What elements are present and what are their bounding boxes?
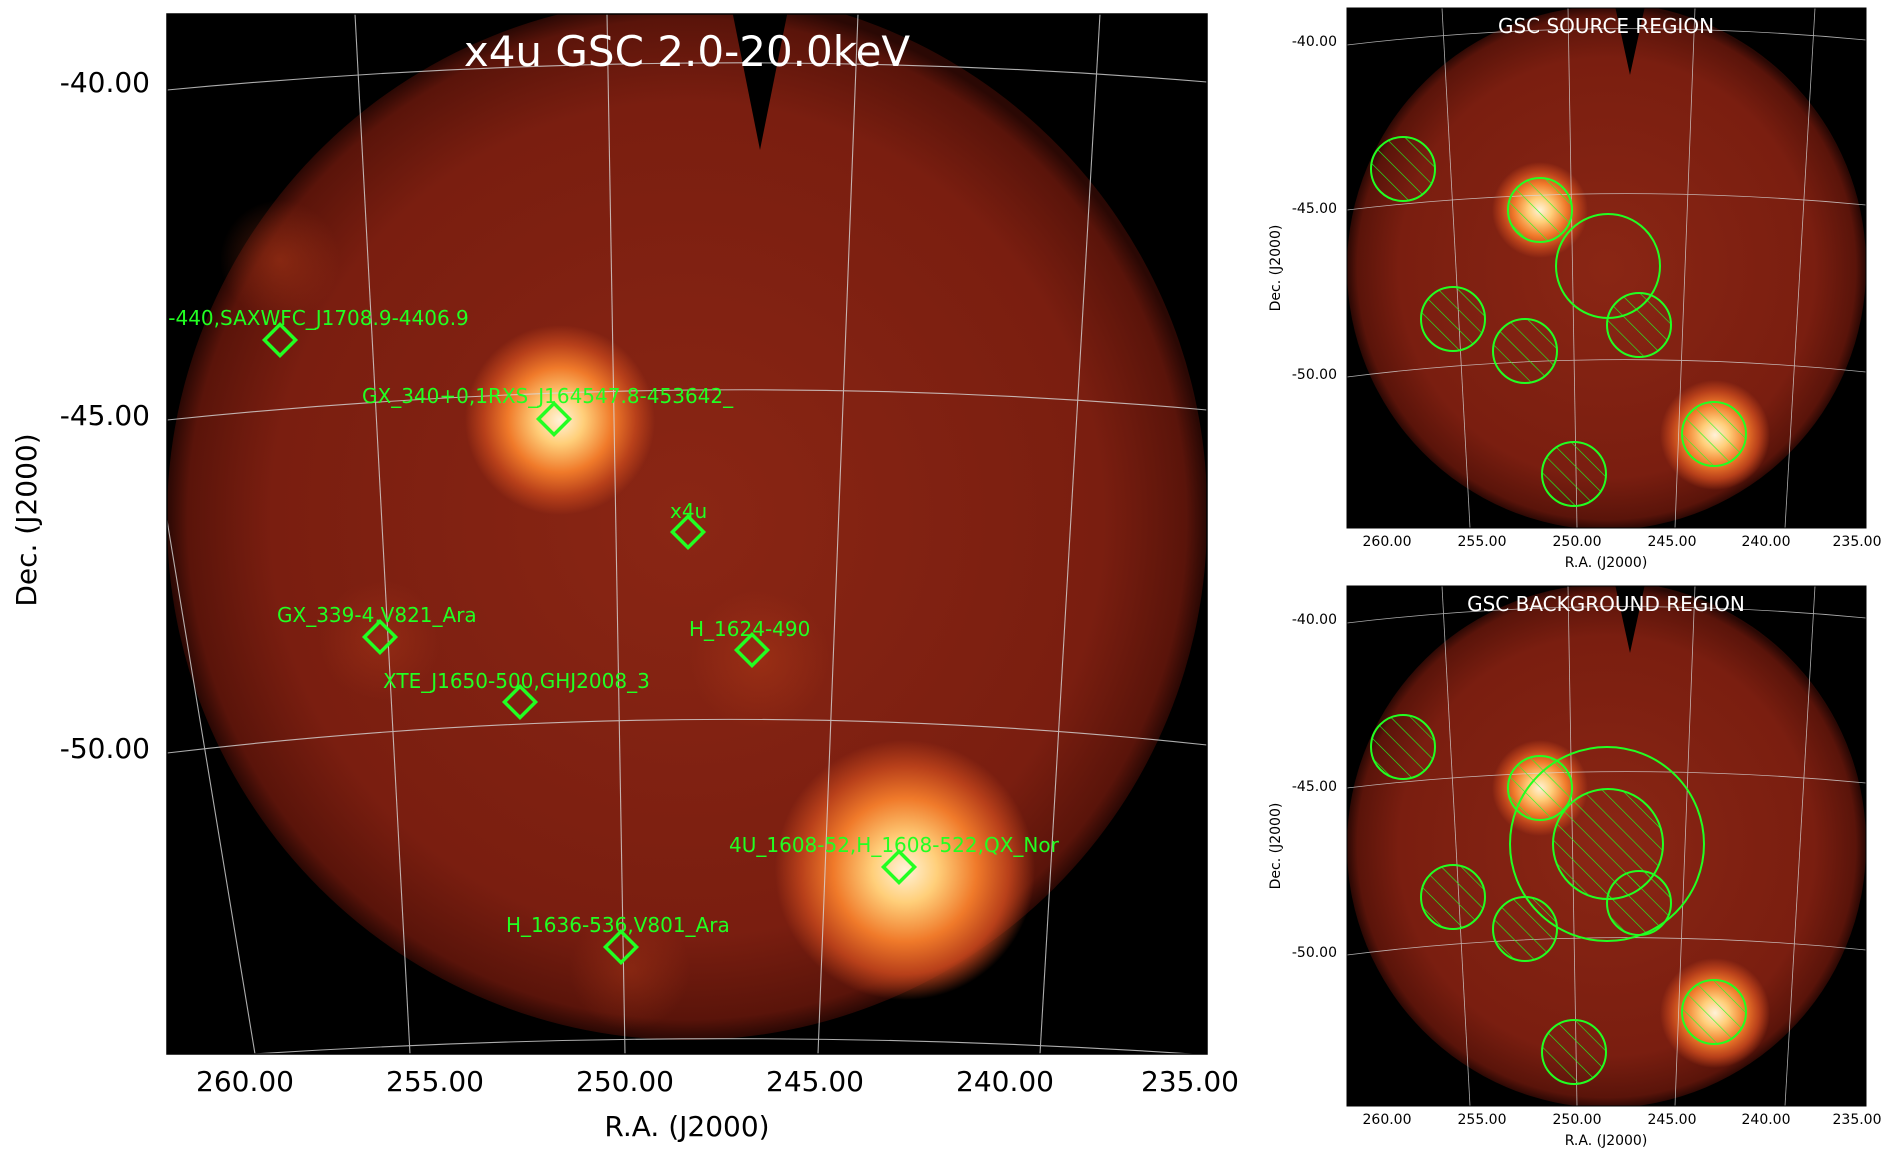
source-marker [669,513,707,551]
xtick-label: 235.00 [1833,1112,1882,1128]
main-yticks: -40.00 -45.00 -50.00 [60,66,150,765]
main-frame [166,13,1208,1055]
exclusion-region [1492,318,1558,384]
exclusion-region [1420,864,1486,930]
source-marker [501,683,539,721]
background-sky-image [1347,586,1866,1106]
exclusion-region [1507,177,1573,243]
exclusion-region [1370,714,1436,780]
xtick-label: 235.00 [1141,1065,1239,1098]
xtick-label: 255.00 [1458,1112,1507,1128]
source-label: XTE_J1650-500,GHJ2008_3 [383,669,650,693]
xtick-label: 245.00 [1648,534,1697,550]
exclusion-region [1370,136,1436,202]
exclusion-region [1606,292,1672,358]
main-panel: 4U_1705-440,SAXWFC_J1708.9-4406.9 GX_340… [10,13,1239,1143]
exclusion-region [1541,1019,1607,1085]
exclusion-region [1507,755,1573,821]
exclusion-region [1681,979,1747,1045]
source-frame [1346,7,1867,529]
source-xlabel: R.A. (J2000) [1565,555,1648,571]
source-panel-title: GSC SOURCE REGION [1498,14,1714,38]
source-region-panel: GSC SOURCE REGION -40.00 -45.00 -50.00 2… [1268,7,1882,571]
main-xlabel: R.A. (J2000) [604,1110,769,1143]
ytick-label: -40.00 [60,66,150,99]
source-label: 4U_1705-440,SAXWFC_J1708.9-4406.9 [80,306,469,330]
source-marker [535,400,573,438]
source-marker [880,848,918,886]
ytick-label: -45.00 [1292,201,1337,217]
background-annulus-outer [1509,746,1705,942]
source-marker [261,321,299,359]
background-yticks: -40.00 -45.00 -50.00 [1292,612,1337,961]
main-sky-image: 4U_1705-440,SAXWFC_J1708.9-4406.9 GX_340… [80,14,1207,1054]
background-xticks: 260.00 255.00 250.00 245.00 240.00 235.0… [1363,1112,1882,1128]
source-marker [602,928,640,966]
background-region-panel: GSC BACKGROUND REGION -40.00 -45.00 -50.… [1268,585,1882,1149]
background-ylabel: Dec. (J2000) [1268,803,1284,890]
source-label: GX_340+0,1RXS_J164547.8-453642_ [362,384,734,408]
xtick-label: 235.00 [1833,534,1882,550]
main-xticks: 260.00 255.00 250.00 245.00 240.00 235.0… [196,1065,1239,1098]
ytick-label: -45.00 [1292,779,1337,795]
exclusion-region [1420,286,1486,352]
source-label: x4u [670,499,707,523]
exclusion-region [1492,896,1558,962]
xtick-label: 240.00 [956,1065,1054,1098]
source-label: H_1624-490 [689,617,810,641]
source-sky-image [1347,8,1866,528]
background-frame [1346,585,1867,1107]
xtick-label: 240.00 [1742,534,1791,550]
xtick-label: 240.00 [1742,1112,1791,1128]
exclusion-region [1606,870,1672,936]
source-xticks: 260.00 255.00 250.00 245.00 240.00 235.0… [1363,534,1882,550]
xtick-label: 255.00 [386,1065,484,1098]
ytick-label: -40.00 [1292,34,1337,50]
main-title: x4u GSC 2.0-20.0keV [464,27,911,76]
xtick-label: 255.00 [1458,534,1507,550]
xtick-label: 260.00 [1363,534,1412,550]
source-markers [261,321,918,966]
xtick-label: 245.00 [1648,1112,1697,1128]
source-ylabel: Dec. (J2000) [1268,225,1284,312]
ytick-label: -50.00 [60,732,150,765]
exclusion-region [1681,401,1747,467]
xtick-label: 260.00 [196,1065,294,1098]
background-panel-title: GSC BACKGROUND REGION [1467,592,1745,616]
exclusion-region [1541,441,1607,507]
main-ylabel: Dec. (J2000) [10,433,43,606]
ytick-label: -50.00 [1292,945,1337,961]
ytick-label: -45.00 [60,399,150,432]
ytick-label: -40.00 [1292,612,1337,628]
source-region-circle [1555,213,1661,319]
source-marker [733,631,771,669]
xtick-label: 250.00 [1553,1112,1602,1128]
xtick-label: 245.00 [766,1065,864,1098]
source-yticks: -40.00 -45.00 -50.00 [1292,34,1337,383]
source-label: H_1636-536,V801_Ara [506,913,730,937]
source-label: 4U_1608-52,H_1608-522,QX_Nor [729,833,1060,857]
ytick-label: -50.00 [1292,367,1337,383]
xtick-label: 250.00 [576,1065,674,1098]
xtick-label: 260.00 [1363,1112,1412,1128]
source-label: GX_339-4,V821_Ara [277,603,477,627]
source-marker [361,618,399,656]
xtick-label: 250.00 [1553,534,1602,550]
background-xlabel: R.A. (J2000) [1565,1133,1648,1149]
main-grid [167,14,1207,1054]
